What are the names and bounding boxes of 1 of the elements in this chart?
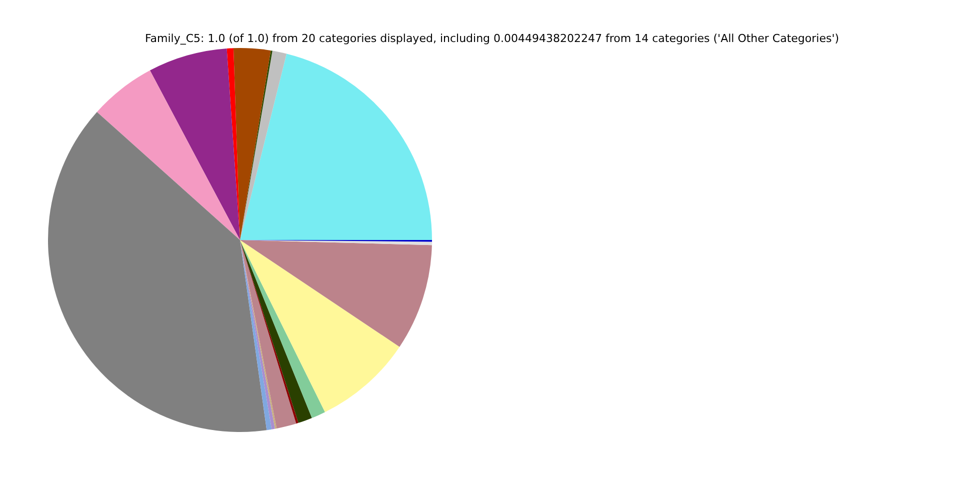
text: Family_C5: 1.0 (of 1.0) from 20 categories displayed, including 0.00449438202247 from 14 categories ('All Other Categories') xyxy=(144,32,840,45)
